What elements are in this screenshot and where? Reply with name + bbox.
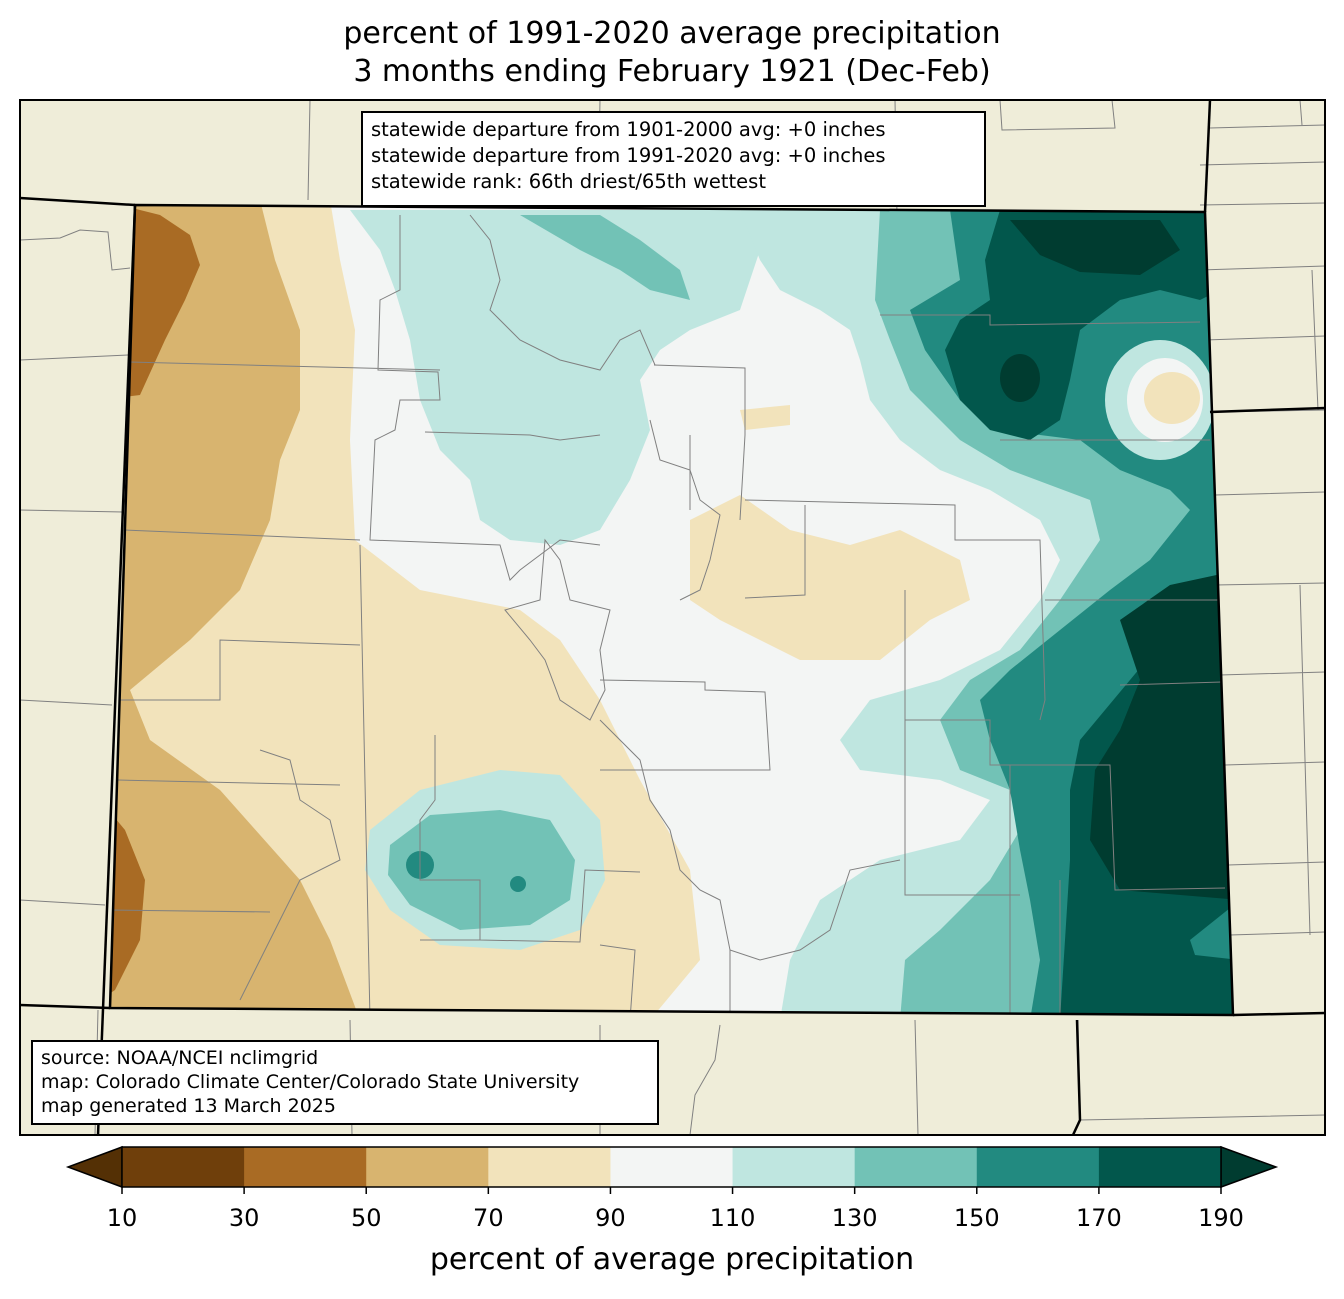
colorbar-tick-label-150: 150	[953, 1204, 1000, 1232]
colorbar-bin-150-170	[976, 1147, 1100, 1187]
colorbar-outline	[121, 1146, 1222, 1188]
colorbar-bin-10-30	[122, 1147, 245, 1187]
map-credit-line: map: Colorado Climate Center/Colorado St…	[41, 1071, 580, 1093]
state-borders	[20, 100, 1325, 1135]
neighbor-county-lines	[20, 100, 1325, 1135]
colorbar-tick-label-130: 130	[831, 1204, 878, 1232]
colorbar	[65, 1145, 1279, 1194]
generated-date-line: map generated 13 March 2025	[41, 1095, 336, 1117]
colorbar-bin-30-50	[244, 1147, 367, 1187]
stats-rank: statewide rank: 66th driest/65th wettest	[371, 170, 766, 193]
map-title-line1: percent of 1991-2020 average precipitati…	[343, 16, 1001, 51]
colorbar-tick-label-70: 70	[473, 1204, 504, 1232]
colorbar-tick-label-170: 170	[1075, 1204, 1122, 1232]
colorbar-under-arrow	[65, 1145, 123, 1189]
statewide-stats-box: statewide departure from 1901-2000 avg: …	[361, 111, 986, 207]
colorbar-tick-label-90: 90	[595, 1204, 626, 1232]
map-title-line2: 3 months ending February 1921 (Dec-Feb)	[353, 54, 991, 89]
colorbar-bin-170-190	[1098, 1147, 1222, 1187]
stats-departure-1991-2020: statewide departure from 1991-2020 avg: …	[371, 144, 886, 167]
colorbar-bin-70-90	[488, 1147, 611, 1187]
colorbar-bin-90-110	[610, 1147, 734, 1187]
colorbar-bin-110-130	[732, 1147, 856, 1187]
colorbar-tick-label-190: 190	[1198, 1204, 1244, 1232]
precipitation-field	[110, 205, 1233, 1015]
colorbar-tick-label-30: 30	[228, 1204, 260, 1232]
colorbar-tick-label-10: 10	[106, 1204, 138, 1232]
colorbar-tick-label-110: 110	[709, 1204, 756, 1232]
colorbar-over-arrow	[1220, 1145, 1279, 1189]
colorbar-tick-label-50: 50	[350, 1204, 382, 1232]
stats-departure-1901-2000: statewide departure from 1901-2000 avg: …	[371, 118, 886, 141]
colorbar-bin-130-150	[854, 1147, 978, 1187]
source-credit-box: source: NOAA/NCEI nclimgrid map: Colorad…	[31, 1040, 659, 1125]
county-lines	[110, 214, 1226, 1015]
colorbar-bin-50-70	[366, 1147, 489, 1187]
map-frame	[19, 99, 1326, 1136]
colorbar-label: percent of average precipitation	[429, 1242, 915, 1277]
source-line: source: NOAA/NCEI nclimgrid	[41, 1047, 319, 1069]
